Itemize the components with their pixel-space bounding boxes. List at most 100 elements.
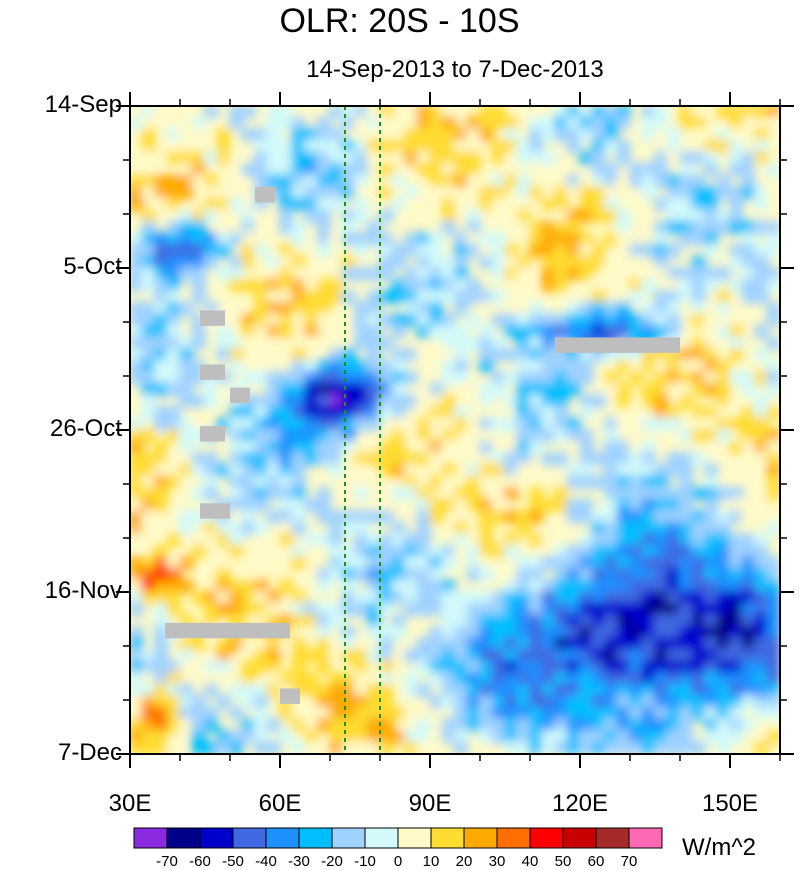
- anomaly-cell: [416, 162, 431, 177]
- anomaly-cell: [716, 394, 731, 408]
- anomaly-cell: [541, 648, 556, 663]
- anomaly-cell: [654, 106, 669, 119]
- anomaly-cell: [354, 440, 369, 455]
- anomaly-cell: [266, 301, 281, 316]
- anomaly-cell: [404, 197, 419, 212]
- anomaly-cell: [130, 510, 144, 524]
- anomaly-cell: [191, 394, 206, 408]
- anomaly-cell: [166, 452, 181, 466]
- anomaly-cell: [541, 452, 556, 466]
- anomaly-cell: [154, 382, 169, 397]
- anomaly-cell: [254, 602, 269, 617]
- anomaly-cell: [716, 106, 731, 119]
- anomaly-cell: [266, 128, 281, 142]
- anomaly-cell: [191, 463, 206, 478]
- anomaly-cell: [141, 521, 156, 536]
- anomaly-cell: [629, 625, 644, 640]
- anomaly-cell: [754, 151, 769, 165]
- anomaly-cell: [304, 301, 319, 316]
- anomaly-cell: [379, 452, 394, 466]
- anomaly-cell: [354, 267, 369, 281]
- anomaly-cell: [616, 475, 631, 489]
- anomaly-cell: [566, 324, 581, 339]
- colorbar-box: [595, 827, 630, 849]
- anomaly-cell: [579, 660, 594, 674]
- anomaly-cell: [691, 544, 706, 559]
- anomaly-cell: [241, 729, 256, 744]
- anomaly-cell: [766, 336, 780, 350]
- anomaly-cell: [616, 672, 631, 686]
- anomaly-cell: [204, 232, 219, 246]
- anomaly-cell: [154, 486, 169, 501]
- anomaly-cell: [504, 625, 519, 640]
- anomaly-cell: [154, 567, 169, 582]
- anomaly-cell: [716, 660, 731, 674]
- anomaly-cell: [679, 348, 694, 362]
- anomaly-cell: [441, 116, 456, 131]
- anomaly-cell: [641, 729, 656, 744]
- anomaly-cell: [354, 371, 369, 385]
- anomaly-cell: [216, 591, 231, 605]
- anomaly-cell: [579, 151, 594, 165]
- anomaly-cell: [229, 232, 244, 246]
- anomaly-cell: [754, 278, 769, 293]
- anomaly-cell: [216, 556, 231, 570]
- anomaly-cell: [254, 162, 269, 177]
- anomaly-cell: [279, 162, 294, 177]
- anomaly-cell: [254, 463, 269, 478]
- anomaly-cell: [316, 197, 331, 212]
- anomaly-cell: [354, 394, 369, 408]
- anomaly-cell: [354, 544, 369, 559]
- anomaly-cell: [654, 417, 669, 431]
- anomaly-cell: [266, 324, 281, 339]
- anomaly-cell: [366, 106, 381, 119]
- anomaly-cell: [766, 579, 780, 593]
- anomaly-cell: [241, 579, 256, 593]
- anomaly-cell: [166, 695, 181, 709]
- anomaly-cell: [516, 382, 531, 397]
- anomaly-cell: [516, 452, 531, 466]
- anomaly-cell: [729, 394, 744, 408]
- anomaly-cell: [304, 729, 319, 744]
- anomaly-cell: [554, 498, 569, 512]
- colorbar-box: [628, 827, 663, 849]
- anomaly-cell: [254, 394, 269, 408]
- anomaly-cell: [304, 324, 319, 339]
- anomaly-cell: [366, 220, 381, 235]
- anomaly-cell: [479, 186, 494, 200]
- anomaly-cell: [141, 718, 156, 732]
- anomaly-cell: [391, 186, 406, 200]
- anomaly-cell: [641, 452, 656, 466]
- anomaly-cell: [666, 278, 681, 293]
- anomaly-cell: [629, 405, 644, 420]
- anomaly-cell: [579, 106, 594, 119]
- anomaly-cell: [130, 243, 144, 258]
- anomaly-cell: [429, 417, 444, 431]
- anomaly-cell: [566, 382, 581, 397]
- anomaly-cell: [716, 301, 731, 316]
- anomaly-cell: [304, 544, 319, 559]
- anomaly-cell: [479, 567, 494, 582]
- anomaly-cell: [329, 290, 344, 304]
- anomaly-cell: [429, 544, 444, 559]
- anomaly-cell: [229, 602, 244, 617]
- chart-subtitle: 14-Sep-2013 to 7-Dec-2013: [306, 56, 604, 83]
- anomaly-cell: [604, 440, 619, 455]
- anomaly-cell: [654, 510, 669, 524]
- anomaly-cell: [441, 602, 456, 617]
- anomaly-cell: [616, 706, 631, 721]
- missing-data-patch: [165, 622, 290, 639]
- anomaly-cell: [604, 591, 619, 605]
- anomaly-cell: [641, 382, 656, 397]
- anomaly-cell: [566, 186, 581, 200]
- anomaly-cell: [354, 648, 369, 663]
- anomaly-cell: [404, 672, 419, 686]
- anomaly-cell: [679, 544, 694, 559]
- anomaly-cell: [641, 301, 656, 316]
- anomaly-cell: [529, 116, 544, 131]
- anomaly-cell: [479, 382, 494, 397]
- anomaly-cell: [130, 695, 144, 709]
- anomaly-cell: [441, 648, 456, 663]
- anomaly-cell: [729, 625, 744, 640]
- anomaly-cell: [666, 579, 681, 593]
